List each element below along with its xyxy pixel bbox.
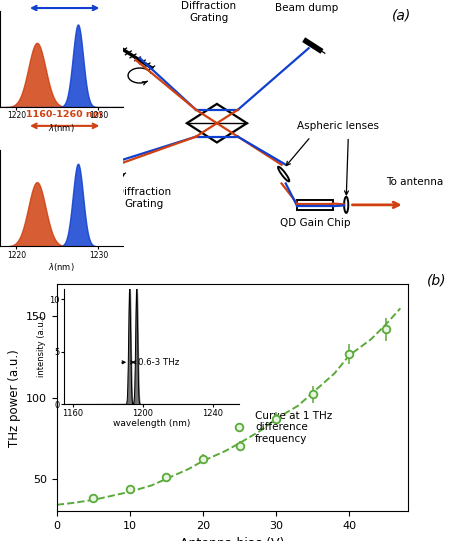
- Text: Diffraction: Diffraction: [181, 1, 236, 11]
- Text: Aspheric lenses: Aspheric lenses: [297, 121, 379, 131]
- Text: Diffraction: Diffraction: [116, 187, 172, 197]
- Text: 1160-1260 nm: 1160-1260 nm: [27, 0, 103, 1]
- Bar: [297, 200, 333, 209]
- Text: Grating: Grating: [189, 13, 228, 23]
- X-axis label: Antenna bias (V): Antenna bias (V): [180, 537, 284, 541]
- Text: 1160-1260 nm: 1160-1260 nm: [27, 110, 103, 119]
- Text: (a): (a): [392, 8, 411, 22]
- Text: QD Gain Chip: QD Gain Chip: [280, 217, 350, 228]
- Text: To antenna: To antenna: [386, 177, 443, 187]
- Text: Beam dump: Beam dump: [275, 3, 338, 14]
- Text: (b): (b): [427, 273, 446, 287]
- Text: Grating: Grating: [124, 199, 164, 209]
- Y-axis label: THz power (a.u.): THz power (a.u.): [8, 349, 20, 446]
- Text: Curve at 1 THz
difference
frequency: Curve at 1 THz difference frequency: [255, 411, 332, 444]
